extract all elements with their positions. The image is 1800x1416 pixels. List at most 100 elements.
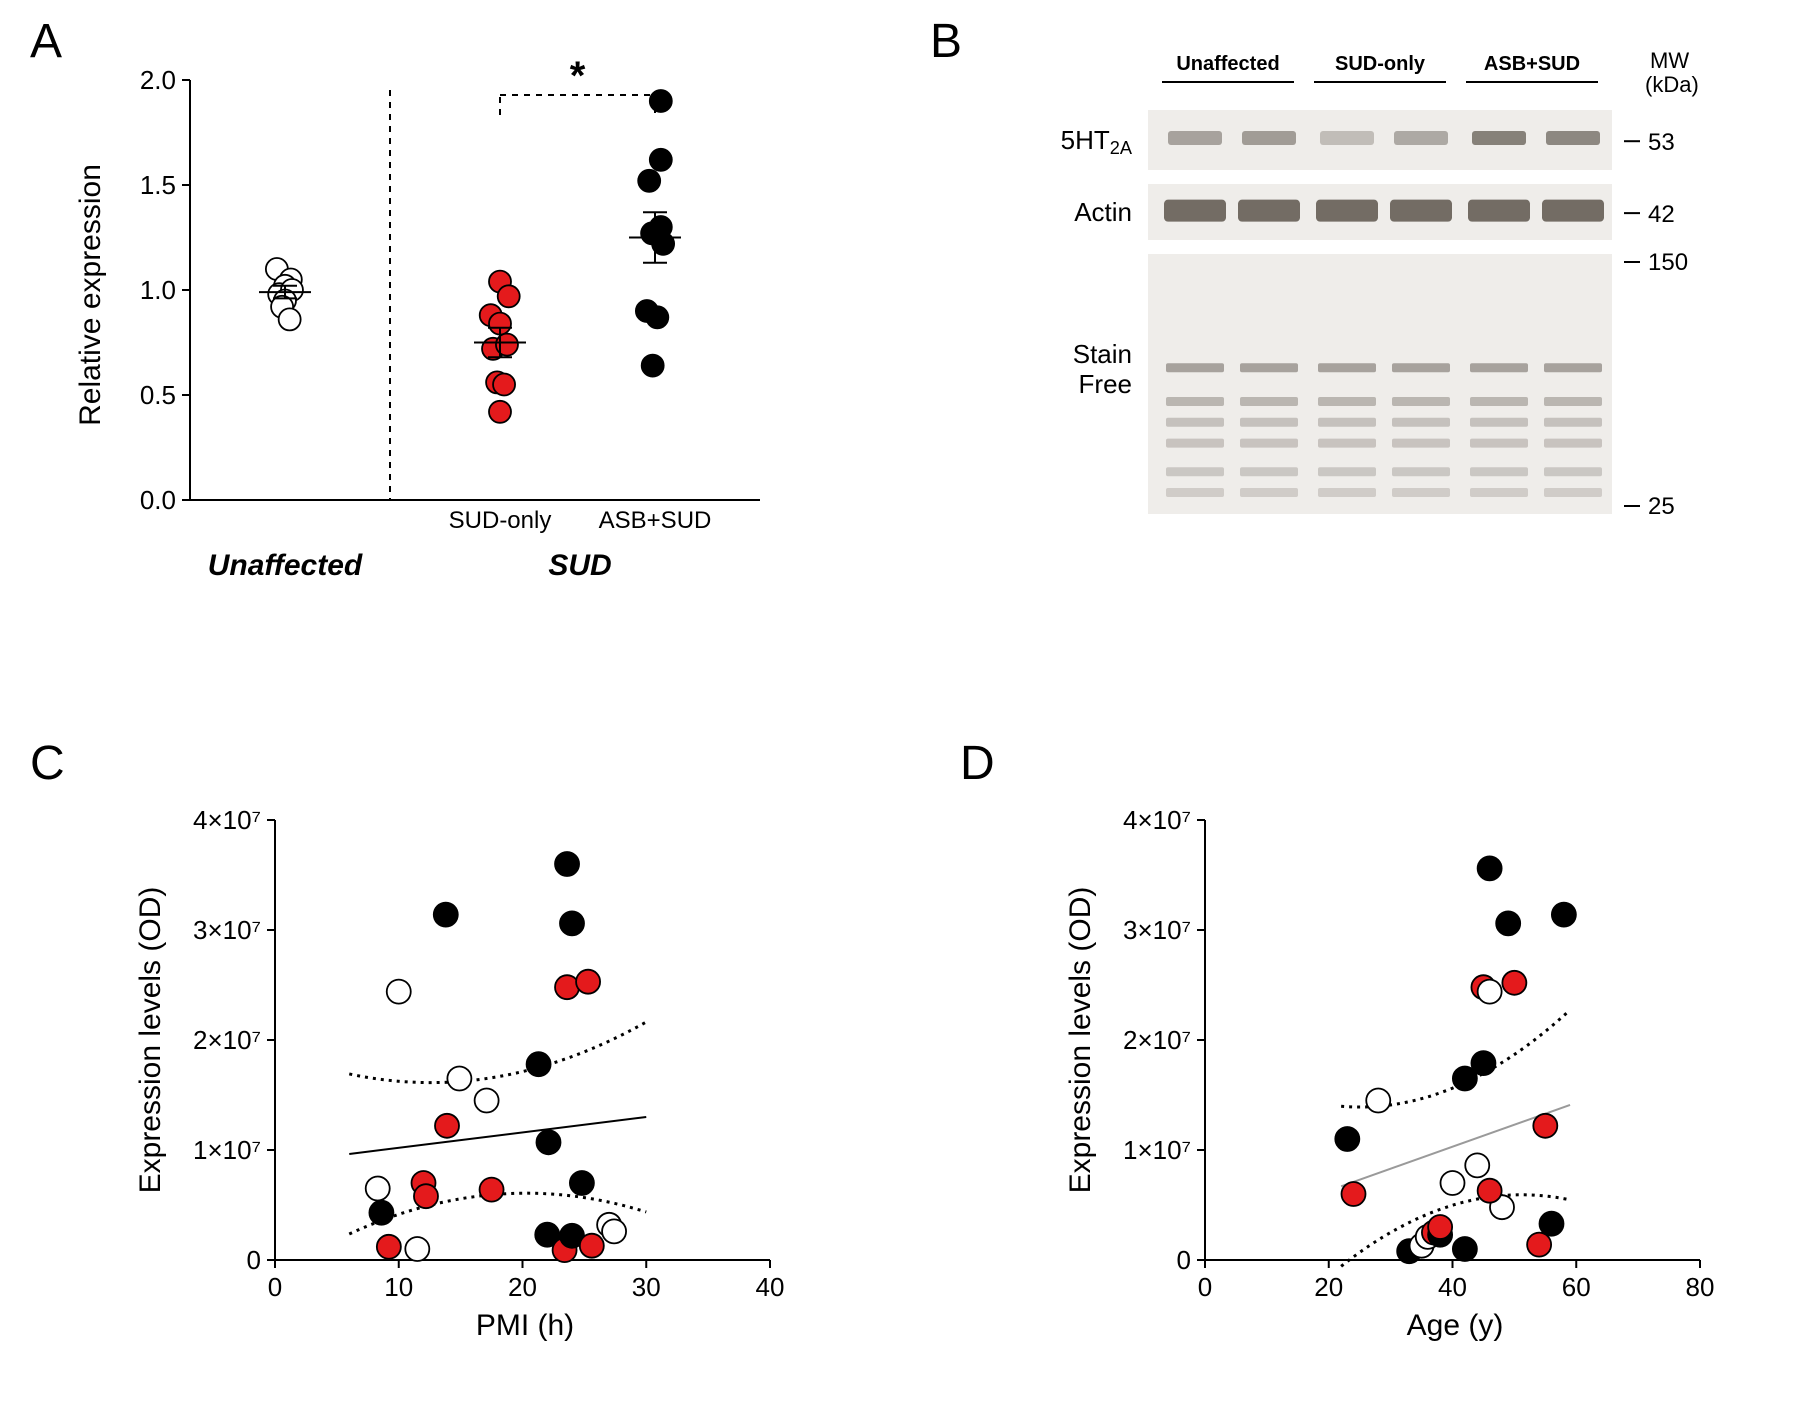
panel-a-chart: 0.0 0.5 1.0 1.5 2.0 Relative expression SUD-… <box>60 20 830 600</box>
panel-b-mw-25: 25 <box>1648 493 1675 520</box>
panel-b-row3-label: StainFree <box>1073 339 1132 399</box>
d-point <box>1552 903 1576 927</box>
panel-a-point <box>489 401 511 423</box>
panel-a-ytick: 1.0 <box>140 275 176 305</box>
d-point <box>1527 1233 1551 1257</box>
d-point <box>1478 856 1502 880</box>
c-point <box>366 1177 390 1201</box>
c-point <box>475 1089 499 1113</box>
panel-a-group-unaffected: Unaffected <box>208 549 363 582</box>
panel-c-ylabel: Expression levels (OD) <box>134 887 167 1194</box>
panel-b-label: B <box>930 14 962 69</box>
panel-a-point <box>279 308 301 330</box>
panel-a-point <box>638 170 660 192</box>
figure-root: A 0.0 0.5 1.0 1.5 2.0 Relative expression SU… <box>0 0 1800 1416</box>
c-point <box>377 1235 401 1259</box>
c-ytick: 3×10⁷ <box>193 915 261 945</box>
panel-a-ytick: 0.5 <box>140 380 176 410</box>
c-xtick: 20 <box>508 1272 537 1302</box>
d-point <box>1465 1153 1489 1177</box>
panel-b-mw-42: 42 <box>1648 201 1675 228</box>
panel-d-chart: 0 1×10⁷ 2×10⁷ 3×10⁷ 4×10⁷ 0 20 40 60 80 Expressi… <box>1060 760 1780 1380</box>
panel-a-label: A <box>30 14 62 69</box>
panel-b-mw-label: MW <box>1650 48 1689 73</box>
panel-b-mw-150: 150 <box>1648 249 1688 276</box>
panel-b-col-label: ASB+SUD <box>1484 53 1580 75</box>
panel-a-ytick: 0.0 <box>140 485 176 515</box>
c-xtick: 30 <box>632 1272 661 1302</box>
panel-a-sublabel-asb-sud: ASB+SUD <box>599 507 712 534</box>
c-point <box>369 1201 393 1225</box>
c-point <box>527 1052 551 1076</box>
panel-a-point <box>493 374 515 396</box>
d-point <box>1428 1215 1452 1239</box>
panel-b-mw-53: 53 <box>1648 129 1675 156</box>
c-point <box>536 1130 560 1154</box>
c-point <box>570 1171 594 1195</box>
c-point <box>576 970 600 994</box>
c-point <box>580 1234 604 1258</box>
panel-a-ylabel: Relative expression <box>74 164 107 426</box>
d-point <box>1533 1114 1557 1138</box>
d-point <box>1478 980 1502 1004</box>
panel-b-mw-unit: (kDa) <box>1645 72 1699 97</box>
d-xtick: 40 <box>1438 1272 1467 1302</box>
c-point <box>480 1178 504 1202</box>
panel-a-point <box>642 355 664 377</box>
panel-c-label: C <box>30 736 65 791</box>
panel-a-point <box>646 306 668 328</box>
panel-a-ytick: 1.5 <box>140 170 176 200</box>
d-point <box>1496 911 1520 935</box>
d-xtick: 0 <box>1198 1272 1212 1302</box>
c-ytick: 1×10⁷ <box>193 1135 261 1165</box>
d-ytick: 4×10⁷ <box>1123 805 1191 835</box>
d-ytick: 3×10⁷ <box>1123 915 1191 945</box>
panel-d-ylabel: Expression levels (OD) <box>1064 887 1097 1194</box>
c-xtick: 0 <box>268 1272 282 1302</box>
c-point <box>555 852 579 876</box>
d-point <box>1540 1212 1564 1236</box>
c-point <box>602 1219 626 1243</box>
panel-b-row1-label: 5HT2A <box>1061 125 1133 158</box>
c-ytick: 0 <box>247 1245 261 1275</box>
d-ytick: 2×10⁷ <box>1123 1025 1191 1055</box>
panel-a-point <box>498 285 520 307</box>
d-point <box>1471 1051 1495 1075</box>
panel-b-blot: Unaffected SUD-only ASB+SUD MW (kDa) 5HT2A… <box>990 32 1750 612</box>
c-regline <box>349 1117 646 1154</box>
panel-b-row2-label: Actin <box>1074 197 1132 227</box>
c-xtick: 40 <box>756 1272 785 1302</box>
panel-a-sublabel-sud-only: SUD-only <box>449 507 552 534</box>
c-point <box>560 911 584 935</box>
c-xtick: 10 <box>384 1272 413 1302</box>
c-ytick: 2×10⁷ <box>193 1025 261 1055</box>
panel-a-group-sud: SUD <box>548 549 611 582</box>
c-point <box>405 1237 429 1261</box>
panel-a-point <box>650 90 672 112</box>
d-xtick: 20 <box>1314 1272 1343 1302</box>
d-ytick: 0 <box>1177 1245 1191 1275</box>
panel-a-significance-star: * <box>570 54 586 98</box>
d-point <box>1441 1171 1465 1195</box>
c-point <box>555 975 579 999</box>
c-ytick: 4×10⁷ <box>193 805 261 835</box>
d-xtick: 60 <box>1562 1272 1591 1302</box>
d-xtick: 80 <box>1686 1272 1715 1302</box>
d-point <box>1366 1089 1390 1113</box>
d-point <box>1453 1237 1477 1261</box>
d-point <box>1478 1179 1502 1203</box>
c-point <box>387 980 411 1004</box>
c-point <box>434 903 458 927</box>
panel-c-chart: 0 1×10⁷ 2×10⁷ 3×10⁷ 4×10⁷ 0 10 20 30 40 Expressi… <box>130 760 850 1380</box>
c-point <box>435 1114 459 1138</box>
panel-a-point <box>650 149 672 171</box>
panel-d-xlabel: Age (y) <box>1407 1309 1504 1342</box>
panel-b-col-label: SUD-only <box>1335 53 1426 75</box>
d-point <box>1342 1182 1366 1206</box>
d-ytick: 1×10⁷ <box>1123 1135 1191 1165</box>
panel-c-xlabel: PMI (h) <box>476 1309 574 1342</box>
panel-a-ytick: 2.0 <box>140 65 176 95</box>
d-point <box>1502 971 1526 995</box>
panel-b-col-label: Unaffected <box>1176 53 1279 75</box>
panel-d-label: D <box>960 736 995 791</box>
